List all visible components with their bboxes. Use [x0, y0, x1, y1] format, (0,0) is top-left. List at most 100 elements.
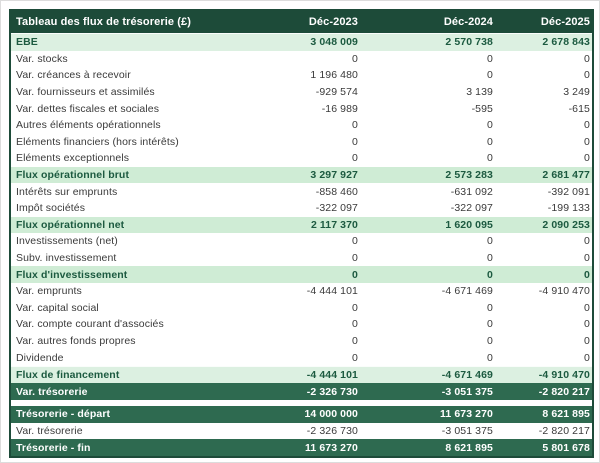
table-header-row: Tableau des flux de trésorerie (£) Déc-2…: [11, 11, 592, 33]
cell-value: -4 671 469: [441, 369, 493, 382]
cell-value: 0: [352, 318, 358, 331]
table-row: Flux d'investissement 0 0 0: [11, 266, 592, 283]
cell-value: -199 133: [547, 202, 590, 215]
row-label: Var. stocks: [16, 52, 68, 65]
row-label: Var. autres fonds propres: [16, 334, 136, 347]
cell-value: 0: [352, 334, 358, 347]
cell-value: -16 989: [321, 102, 358, 115]
cell-value: -2 326 730: [306, 385, 358, 398]
cell-value: -4 671 469: [441, 285, 493, 298]
row-label: Intérêts sur emprunts: [16, 185, 118, 198]
table-row: Investissements (net) 0 0 0: [11, 233, 592, 250]
cell-value: 0: [352, 268, 358, 281]
row-label: Subv. investissement: [16, 252, 117, 265]
cell-value: 0: [584, 235, 590, 248]
cell-value: 0: [584, 69, 590, 82]
cell-value: -595: [471, 102, 493, 115]
cell-value: 0: [487, 135, 493, 148]
row-label: Flux d'investissement: [16, 268, 128, 281]
cell-value: -858 460: [315, 185, 358, 198]
row-label: Var. trésorerie: [16, 424, 83, 437]
row-label: Flux opérationnel net: [16, 218, 125, 231]
cell-value: -2 820 217: [538, 424, 590, 437]
cell-value: 0: [352, 235, 358, 248]
row-label: Var. emprunts: [16, 285, 82, 298]
cell-value: 8 621 895: [542, 408, 590, 421]
cell-value: 0: [584, 152, 590, 165]
cell-value: 0: [487, 301, 493, 314]
table-row: EBE 3 048 009 2 570 738 2 678 843: [11, 33, 592, 51]
row-label: Autres éléments opérationnels: [16, 119, 161, 132]
cell-value: 0: [352, 252, 358, 265]
cell-value: -929 574: [315, 86, 358, 99]
table-row: Trésorerie - départ 14 000 000 11 673 270 8…: [11, 406, 592, 423]
column-header-dec-2025: Déc-2025: [540, 16, 590, 28]
column-header-dec-2024: Déc-2024: [443, 16, 493, 28]
table-row: Autres éléments opérationnels 0 0 0: [11, 117, 592, 134]
cell-value: 11 673 270: [305, 441, 358, 454]
cell-value: 0: [487, 268, 493, 281]
cell-value: -4 444 101: [306, 369, 358, 382]
table-row: Var. capital social 0 0 0: [11, 300, 592, 317]
row-label: Eléments exceptionnels: [16, 152, 130, 165]
table-row: Var. stocks 0 0 0: [11, 51, 592, 68]
cell-value: 2 681 477: [542, 169, 590, 182]
cell-value: 1 620 095: [445, 218, 493, 231]
row-label: Var. compte courant d'associés: [16, 318, 164, 331]
table-row: Var. dettes fiscales et sociales -16 989 -…: [11, 100, 592, 117]
cell-value: 11 673 270: [440, 408, 493, 421]
cell-value: 2 117 370: [310, 218, 358, 231]
cell-value: 0: [487, 351, 493, 364]
cell-value: -392 091: [547, 185, 590, 198]
cell-value: 0: [352, 52, 358, 65]
cell-value: 0: [487, 152, 493, 165]
row-label: Var. capital social: [16, 301, 99, 314]
cell-value: 0: [352, 135, 358, 148]
table-row: Var. fournisseurs et assimilés -929 574 3 …: [11, 84, 592, 101]
row-label: Trésorerie - fin: [16, 441, 91, 454]
cell-value: 0: [352, 119, 358, 132]
table-row: Flux opérationnel net 2 117 370 1 620 095 2…: [11, 216, 592, 234]
table-row: Var. trésorerie -2 326 730 -3 051 375 -2 82…: [11, 423, 592, 440]
cell-value: -322 097: [450, 202, 493, 215]
cell-value: 2 573 283: [445, 169, 493, 182]
table-row: Var. compte courant d'associés 0 0 0: [11, 316, 592, 333]
table-row: Eléments exceptionnels 0 0 0: [11, 150, 592, 167]
row-label: Var. créances à recevoir: [16, 69, 131, 82]
table-row: Subv. investissement 0 0 0: [11, 250, 592, 267]
table-row: Flux opérationnel brut 3 297 927 2 573 283…: [11, 166, 592, 184]
table-title: Tableau des flux de trésorerie (£): [16, 16, 191, 28]
cell-value: 3 139: [466, 86, 493, 99]
cell-value: 0: [352, 301, 358, 314]
table-row: Trésorerie - fin 11 673 270 8 621 895 5 801…: [11, 439, 592, 456]
row-label: Var. trésorerie: [16, 385, 88, 398]
cell-value: 2 678 843: [542, 36, 590, 49]
cell-value: -4 910 470: [538, 285, 590, 298]
cell-value: 1 196 480: [310, 69, 358, 82]
cell-value: 0: [487, 318, 493, 331]
cell-value: 0: [584, 301, 590, 314]
cell-value: 0: [584, 119, 590, 132]
cell-value: 0: [487, 235, 493, 248]
cell-value: -3 051 375: [441, 424, 493, 437]
cell-value: 0: [584, 135, 590, 148]
cell-value: -3 051 375: [441, 385, 493, 398]
table-body: EBE 3 048 009 2 570 738 2 678 843 Var. stock…: [11, 33, 592, 456]
table-row: Intérêts sur emprunts -858 460 -631 092 -39…: [11, 183, 592, 200]
cell-value: 0: [487, 334, 493, 347]
row-label: Flux opérationnel brut: [16, 169, 130, 182]
cell-value: -322 097: [315, 202, 358, 215]
cell-value: -4 910 470: [538, 369, 590, 382]
table-row: Dividende 0 0 0: [11, 349, 592, 366]
row-label: Impôt sociétés: [16, 202, 86, 215]
row-label: Eléments financiers (hors intérêts): [16, 135, 179, 148]
cell-value: 3 249: [563, 86, 590, 99]
table-row: Impôt sociétés -322 097 -322 097 -199 133: [11, 200, 592, 217]
section-gap: [11, 400, 592, 407]
row-label: Var. fournisseurs et assimilés: [16, 86, 155, 99]
cell-value: 0: [487, 69, 493, 82]
cell-value: 0: [584, 268, 590, 281]
table-row: Flux de financement -4 444 101 -4 671 469 -…: [11, 365, 592, 384]
cell-value: 0: [584, 252, 590, 265]
